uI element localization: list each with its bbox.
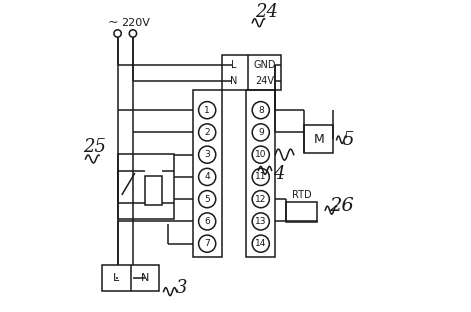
Text: L: L xyxy=(231,60,236,70)
Text: N: N xyxy=(140,273,149,283)
Text: 6: 6 xyxy=(204,217,210,226)
Text: 10: 10 xyxy=(255,150,267,159)
Text: M: M xyxy=(314,133,325,146)
Bar xyxy=(222,55,282,90)
Text: 11: 11 xyxy=(255,173,267,181)
Text: 5: 5 xyxy=(343,131,355,149)
Text: 25: 25 xyxy=(83,138,106,156)
Text: 2: 2 xyxy=(204,128,210,137)
Text: N: N xyxy=(230,76,237,86)
Bar xyxy=(145,176,162,205)
Bar xyxy=(193,90,222,257)
Text: 14: 14 xyxy=(255,239,267,248)
Text: 7: 7 xyxy=(204,239,210,248)
Text: RTD: RTD xyxy=(292,190,311,200)
Text: 24: 24 xyxy=(255,3,277,21)
Text: 12: 12 xyxy=(255,195,267,204)
Text: 24V: 24V xyxy=(255,76,274,86)
Text: GND: GND xyxy=(253,60,276,70)
Text: 3: 3 xyxy=(176,279,187,297)
Bar xyxy=(118,154,174,219)
Text: 26: 26 xyxy=(329,197,354,216)
Bar xyxy=(246,90,276,257)
Bar xyxy=(286,202,317,222)
Text: 4: 4 xyxy=(204,173,210,181)
Text: 220V: 220V xyxy=(122,18,150,28)
Text: 4: 4 xyxy=(273,165,284,183)
Text: 9: 9 xyxy=(258,128,264,137)
Text: 3: 3 xyxy=(204,150,210,159)
Text: 13: 13 xyxy=(255,217,267,226)
Text: 8: 8 xyxy=(258,106,264,115)
Text: 1: 1 xyxy=(204,106,210,115)
Circle shape xyxy=(129,30,137,37)
Bar xyxy=(102,265,159,291)
Text: 5: 5 xyxy=(204,195,210,204)
Bar xyxy=(304,125,333,153)
Text: ~: ~ xyxy=(108,16,118,29)
Circle shape xyxy=(114,30,121,37)
Text: L: L xyxy=(114,273,120,283)
